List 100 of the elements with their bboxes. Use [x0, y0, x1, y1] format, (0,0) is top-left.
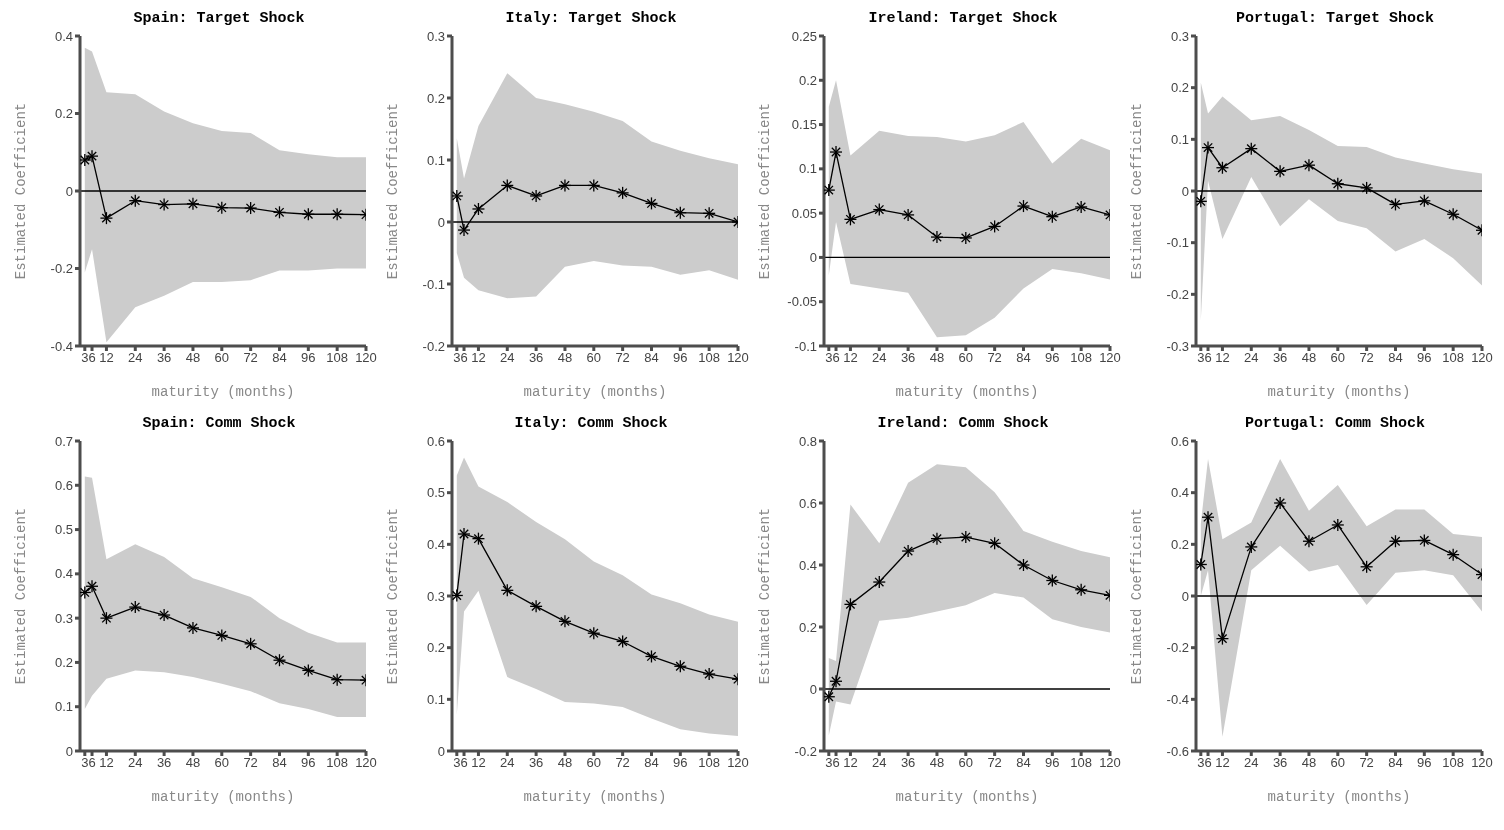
x-tick-label: 12 — [99, 350, 114, 366]
x-tick-label: 108 — [698, 755, 721, 771]
y-tick-label: 0.4 — [54, 28, 73, 44]
x-tick-label: 108 — [326, 350, 349, 366]
x-tick-label: 48 — [557, 755, 573, 771]
y-tick-label: -0.2 — [794, 743, 817, 759]
x-tick-label: 6 — [832, 755, 840, 771]
x-tick-label: 120 — [727, 755, 749, 771]
x-tick-label: 84 — [272, 755, 287, 771]
x-tick-label: 96 — [673, 755, 688, 771]
x-tick-label: 6 — [88, 755, 96, 771]
x-tick-label: 60 — [958, 350, 974, 366]
y-tick-label: 0.1 — [426, 691, 445, 707]
x-axis-title: maturity (months) — [1267, 789, 1411, 805]
x-tick-label: 108 — [698, 350, 721, 366]
x-axis-title: maturity (months) — [523, 384, 667, 400]
y-tick-label: -0.2 — [1166, 640, 1189, 656]
y-tick-label: 0.2 — [54, 106, 73, 122]
y-tick-label: 0.5 — [426, 485, 445, 501]
x-tick-label: 24 — [500, 755, 515, 771]
x-tick-label: 48 — [557, 350, 573, 366]
x-tick-label: 96 — [1045, 755, 1060, 771]
x-tick-label: 60 — [586, 350, 602, 366]
x-tick-label: 84 — [1388, 755, 1403, 771]
y-tick-label: 0 — [809, 681, 817, 697]
x-tick-label: 60 — [586, 755, 602, 771]
x-tick-label: 48 — [185, 350, 201, 366]
x-tick-label: 6 — [460, 350, 468, 366]
x-tick-label: 6 — [832, 350, 840, 366]
y-axis-title: Estimated Coefficient — [12, 102, 29, 280]
x-tick-label: 96 — [673, 350, 688, 366]
x-tick-label: 72 — [987, 755, 1002, 771]
x-tick-label: 36 — [156, 755, 172, 771]
x-tick-label: 36 — [1272, 755, 1288, 771]
x-tick-label: 72 — [1359, 755, 1374, 771]
x-tick-label: 84 — [1016, 755, 1031, 771]
x-tick-label: 120 — [727, 350, 749, 366]
y-tick-label: -0.4 — [50, 338, 73, 354]
y-axis-title: Estimated Coefficient — [1128, 507, 1145, 685]
x-tick-label: 3 — [825, 350, 833, 366]
x-tick-label: 24 — [1244, 755, 1259, 771]
y-tick-label: 0.1 — [1170, 131, 1189, 147]
x-tick-label: 72 — [615, 350, 630, 366]
x-tick-label: 96 — [1045, 350, 1060, 366]
x-tick-label: 3 — [825, 755, 833, 771]
y-axis-title: Estimated Coefficient — [1128, 102, 1145, 280]
y-tick-label: 0.05 — [791, 205, 817, 221]
y-tick-label: -0.2 — [50, 261, 73, 277]
y-tick-label: 0.3 — [54, 610, 73, 626]
chart-title: Ireland: Target Shock — [867, 9, 1059, 29]
x-axis-title: maturity (months) — [1267, 384, 1411, 400]
x-tick-label: 36 — [156, 350, 172, 366]
x-tick-label: 6 — [460, 755, 468, 771]
x-tick-label: 48 — [1301, 755, 1317, 771]
x-tick-label: 12 — [1215, 755, 1230, 771]
x-tick-label: 48 — [1301, 350, 1317, 366]
x-tick-label: 72 — [243, 755, 258, 771]
x-tick-label: 3 — [1197, 350, 1205, 366]
x-tick-label: 48 — [929, 755, 945, 771]
y-tick-label: -0.1 — [794, 338, 817, 354]
x-tick-label: 12 — [99, 755, 114, 771]
y-axis-title: Estimated Coefficient — [756, 507, 773, 685]
x-tick-label: 24 — [500, 350, 515, 366]
y-tick-label: 0.8 — [798, 433, 817, 449]
y-tick-label: 0.6 — [1170, 433, 1189, 449]
y-tick-label: -0.1 — [1166, 235, 1189, 251]
x-tick-label: 72 — [987, 350, 1002, 366]
y-tick-label: 0.6 — [798, 495, 817, 511]
y-tick-label: 0.6 — [426, 433, 445, 449]
x-tick-label: 72 — [615, 755, 630, 771]
y-axis-title: Estimated Coefficient — [12, 507, 29, 685]
x-tick-label: 36 — [900, 755, 916, 771]
y-tick-label: 0 — [1181, 588, 1189, 604]
x-tick-label: 72 — [243, 350, 258, 366]
y-tick-label: 0.4 — [1170, 485, 1189, 501]
y-tick-label: 0.1 — [426, 152, 445, 168]
y-tick-label: 0.1 — [798, 161, 817, 177]
x-tick-label: 36 — [1272, 350, 1288, 366]
x-tick-label: 72 — [1359, 350, 1374, 366]
x-tick-label: 48 — [929, 350, 945, 366]
x-tick-label: 24 — [128, 350, 143, 366]
x-tick-label: 60 — [214, 755, 230, 771]
y-tick-label: 0.4 — [54, 566, 73, 582]
y-axis-title: Estimated Coefficient — [384, 102, 401, 280]
x-tick-label: 6 — [1204, 755, 1212, 771]
y-tick-label: 0 — [65, 743, 73, 759]
x-tick-label: 84 — [644, 350, 659, 366]
x-axis-title: maturity (months) — [895, 789, 1039, 805]
y-tick-label: 0.2 — [1170, 80, 1189, 96]
chart-title: Spain: Comm Shock — [141, 414, 297, 434]
x-tick-label: 84 — [1016, 350, 1031, 366]
y-tick-label: 0 — [65, 183, 73, 199]
y-tick-label: 0.2 — [1170, 536, 1189, 552]
x-tick-label: 108 — [326, 755, 349, 771]
x-tick-label: 96 — [1417, 350, 1432, 366]
y-axis-title: Estimated Coefficient — [756, 102, 773, 280]
x-tick-label: 12 — [1215, 350, 1230, 366]
y-tick-label: 0.3 — [426, 588, 445, 604]
y-tick-label: 0.5 — [54, 522, 73, 538]
chart-title: Italy: Target Shock — [504, 9, 678, 29]
